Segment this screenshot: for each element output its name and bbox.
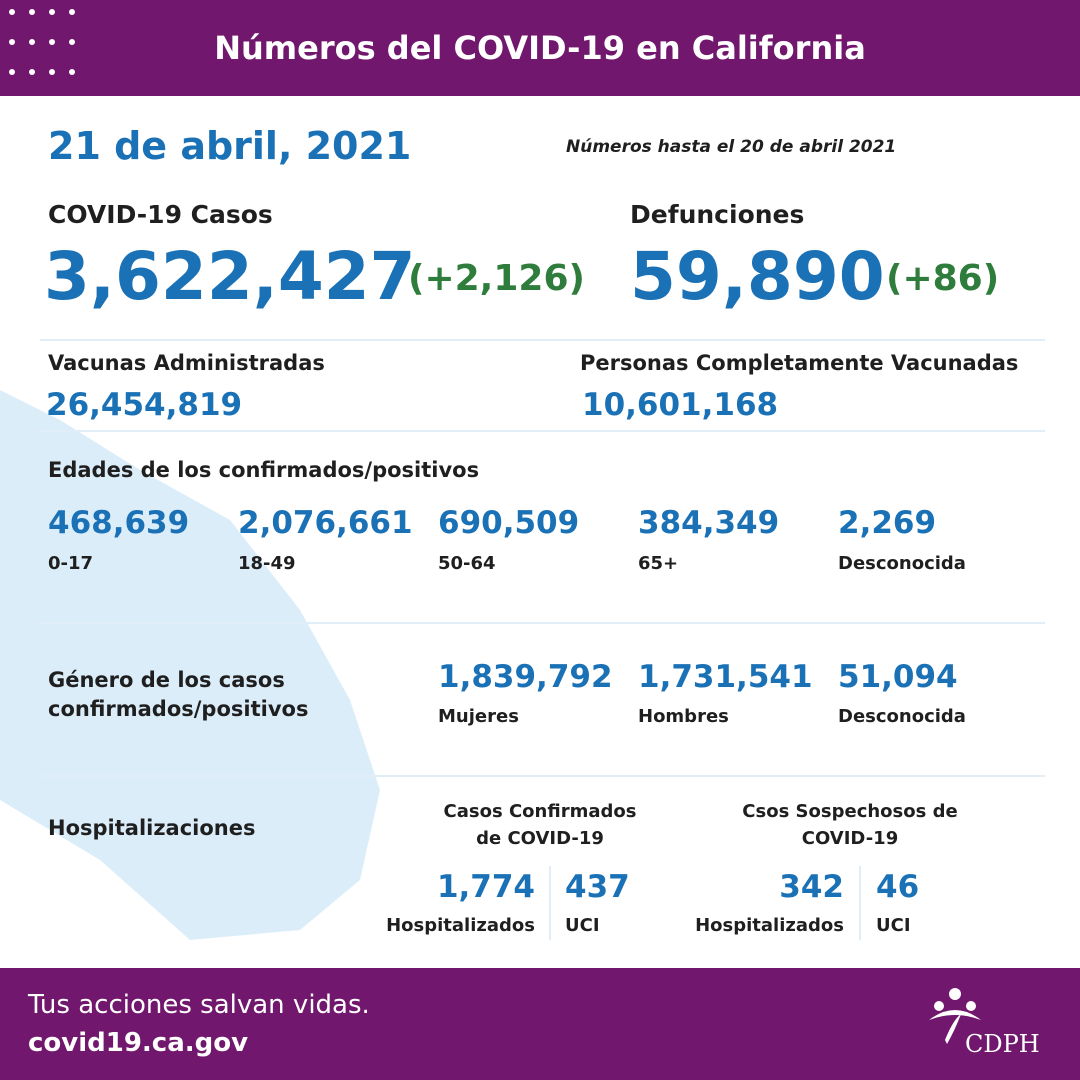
gender-value: 1,839,792 (438, 659, 613, 695)
hosp-title: Hospitalizaciones (48, 816, 256, 840)
age-value: 2,076,661 (238, 505, 413, 541)
logo-text: CDPH (965, 1030, 1040, 1058)
suspected-title: Csos Sospechosos de COVID-19 (742, 801, 958, 849)
confirmed-hosp-label: Hospitalizados (386, 915, 535, 936)
suspected-icu-label: UCI (876, 915, 911, 936)
date: 21 de abril, 2021 (48, 124, 412, 168)
confirmed-icu-value: 437 (565, 869, 630, 905)
cases-label: COVID-19 Casos (48, 200, 273, 229)
gender-label: Mujeres (438, 706, 519, 727)
suspected-hosp-label: Hospitalizados (695, 915, 844, 936)
url: covid19.ca.gov (28, 1028, 249, 1058)
age-value: 384,349 (638, 505, 780, 541)
suspected-icu-value: 46 (876, 869, 920, 905)
deaths-value: 59,890 (630, 238, 885, 315)
age-label: Desconocida (838, 553, 966, 574)
gender-value: 51,094 (838, 659, 958, 695)
note: Números hasta el 20 de abril 2021 (566, 137, 897, 157)
logo-figures (929, 988, 981, 1044)
tagline: Tus acciones salvan vidas. (28, 990, 370, 1020)
confirmed-title: Casos Confirmados de COVID-19 (443, 801, 637, 849)
confirmed-icu-label: UCI (565, 915, 600, 936)
separator (40, 339, 1045, 341)
separator (40, 430, 1045, 432)
deaths-change: (+86) (886, 258, 1000, 299)
gender-label: Desconocida (838, 706, 966, 727)
divider (549, 866, 551, 940)
suspected-hosp-value: 342 (779, 869, 844, 905)
vaccines-label: Vacunas Administradas (48, 351, 325, 375)
separator (40, 622, 1045, 624)
age-label: 50-64 (438, 553, 496, 574)
header-bar (0, 0, 1080, 96)
gender-title: Género de los casos confirmados/positivo… (48, 668, 309, 722)
title: Números del COVID-19 en California (214, 29, 866, 67)
age-value: 468,639 (48, 505, 190, 541)
gender-value: 1,731,541 (638, 659, 813, 695)
cases-change: (+2,126) (408, 258, 585, 299)
deaths-label: Defunciones (630, 200, 805, 229)
cases-value: 3,622,427 (44, 238, 416, 315)
gender-label: Hombres (638, 706, 729, 727)
ages-title: Edades de los confirmados/positivos (48, 458, 480, 482)
footer-bar (0, 968, 1080, 1080)
age-value: 690,509 (438, 505, 580, 541)
fully-vaccinated-value: 10,601,168 (582, 387, 779, 423)
separator (40, 775, 1045, 777)
age-label: 65+ (638, 553, 679, 574)
header-dots (9, 9, 75, 75)
divider (859, 866, 861, 940)
age-value: 2,269 (838, 505, 937, 541)
age-label: 18-49 (238, 553, 296, 574)
confirmed-hosp-value: 1,774 (436, 869, 535, 905)
vaccines-value: 26,454,819 (46, 387, 243, 423)
age-label: 0-17 (48, 553, 94, 574)
fully-vaccinated-label: Personas Completamente Vacunadas (580, 351, 1019, 375)
